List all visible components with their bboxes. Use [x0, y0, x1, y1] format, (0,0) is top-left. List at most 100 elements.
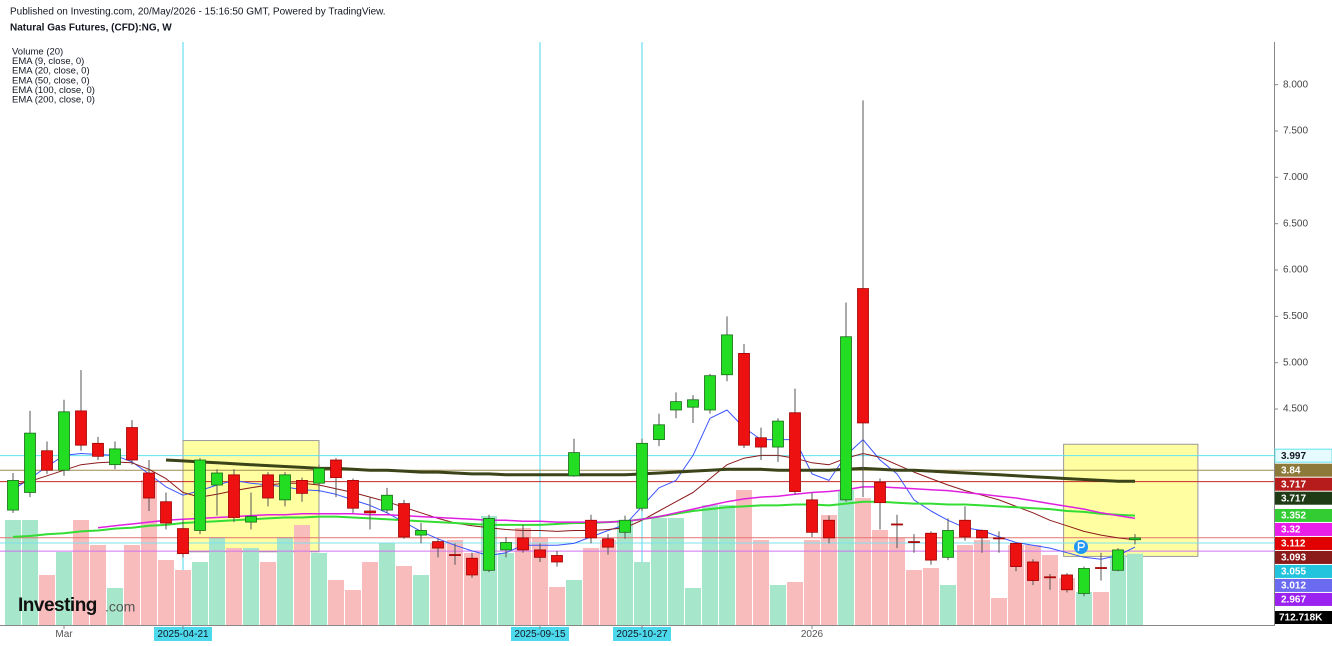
candle-body — [857, 288, 869, 424]
candle-body — [262, 474, 274, 499]
price-label-box — [1275, 477, 1332, 491]
volume-bar — [1110, 555, 1126, 625]
price-label: 3.84 — [1281, 465, 1301, 476]
price-label: 3.093 — [1281, 553, 1306, 564]
candle-body — [806, 499, 818, 533]
candle-body — [1078, 568, 1090, 594]
candle-body — [466, 557, 478, 576]
candle-body — [58, 411, 70, 471]
volume-bar — [634, 562, 650, 625]
volume-bar — [345, 590, 361, 625]
volume-bar — [39, 575, 55, 625]
volume-bar — [889, 538, 905, 625]
candle-body — [381, 494, 393, 511]
candle-body — [143, 472, 155, 499]
volume-bar — [753, 540, 769, 625]
price-label: 3.717 — [1281, 493, 1306, 504]
volume-bar — [855, 498, 871, 625]
volume-bar — [90, 545, 106, 625]
candle-body — [636, 442, 648, 509]
volume-bar — [957, 545, 973, 625]
candle-body — [398, 503, 410, 538]
y-tick-label: 4.500 — [1283, 404, 1308, 415]
candle-body — [891, 523, 903, 526]
volume-bar — [73, 520, 89, 625]
price-label-box — [1275, 491, 1332, 505]
volume-bar — [158, 560, 174, 625]
candle-body — [959, 519, 971, 538]
x-tick-label: 2025-09-15 — [514, 629, 566, 640]
candle-body — [432, 541, 444, 549]
chart-title: Natural Gas Futures, (CFD):NG, W — [10, 23, 172, 34]
volume-bar — [413, 575, 429, 625]
volume-bar — [243, 548, 259, 625]
volume-bar — [379, 543, 395, 625]
volume-bar — [549, 587, 565, 625]
price-label-box — [1275, 536, 1332, 550]
logo: Investing .com — [18, 595, 135, 616]
volume-bar — [328, 580, 344, 625]
p-marker — [1074, 540, 1088, 554]
legend-entry: EMA (100, close, 0) — [12, 85, 95, 96]
candle-body — [483, 518, 495, 571]
volume-bar — [668, 518, 684, 625]
price-label-box — [1275, 550, 1332, 564]
candle-body — [1027, 561, 1039, 581]
volume-bar — [923, 568, 939, 625]
volume-bar — [736, 490, 752, 625]
volume-bar — [1042, 555, 1058, 625]
candle-body — [500, 542, 512, 551]
candle-body — [874, 481, 886, 504]
x-tick-label: 2026 — [801, 629, 824, 640]
ema-line — [165, 458, 1135, 483]
candle-body — [755, 437, 767, 448]
candle-body — [585, 519, 597, 539]
candle-body — [908, 541, 920, 543]
candle-body — [551, 555, 563, 563]
y-tick-label: 8.000 — [1283, 79, 1308, 90]
volume-bar — [5, 520, 21, 625]
candle-body — [1095, 567, 1107, 569]
volume-bar — [498, 553, 514, 625]
volume-bar — [566, 580, 582, 625]
price-label-box — [1275, 508, 1332, 522]
candle-body — [602, 538, 614, 548]
volume-bar — [651, 518, 667, 625]
volume-bar — [1076, 592, 1092, 625]
candle-body — [840, 336, 852, 501]
price-label: 3.717 — [1281, 479, 1306, 490]
candle-body — [653, 424, 665, 441]
candle-body — [517, 537, 529, 551]
x-tick-label: 2025-04-21 — [157, 629, 209, 640]
volume-bar — [515, 528, 531, 625]
y-tick-label: 7.500 — [1283, 126, 1308, 137]
volume-bar — [226, 548, 242, 625]
candle-body — [92, 442, 104, 457]
candle-body — [1044, 576, 1056, 579]
candle-body — [738, 353, 750, 446]
source-line: Published on Investing.com, 20/May/2026 … — [10, 7, 386, 18]
candle-body — [619, 519, 631, 533]
price-label-box — [1275, 463, 1332, 477]
volume-bar — [22, 520, 38, 625]
volume-bar — [617, 520, 633, 625]
candle-body — [211, 472, 223, 486]
p-marker-glyph — [1077, 542, 1085, 551]
volume-bar — [770, 585, 786, 625]
candle-body — [330, 459, 342, 479]
candle-body — [109, 448, 121, 466]
volume-bar — [804, 540, 820, 625]
volume-bar — [277, 537, 293, 625]
candle-body — [1010, 543, 1022, 568]
volume-bar — [991, 598, 1007, 625]
logo-suffix: .com — [105, 599, 135, 615]
price-label-box — [1275, 564, 1332, 578]
volume-bar — [447, 540, 463, 625]
candle-body — [75, 410, 87, 446]
volume-bar — [685, 588, 701, 625]
legend-entry: Volume (20) — [12, 47, 63, 58]
volume-bar — [600, 540, 616, 625]
candle-body — [789, 412, 801, 492]
